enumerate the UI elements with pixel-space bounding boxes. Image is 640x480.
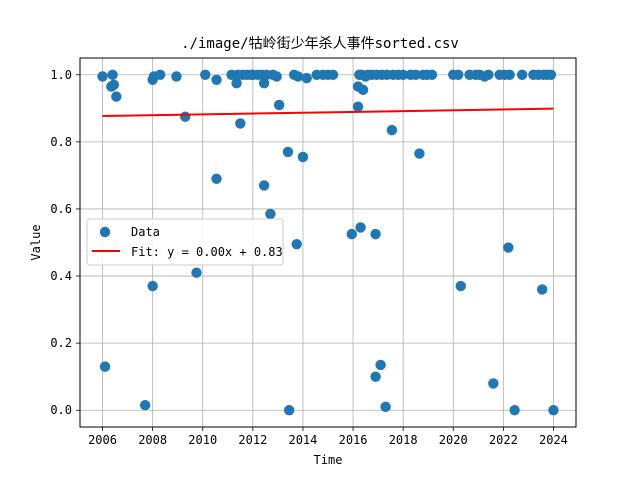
data-point: [548, 405, 559, 416]
data-point: [483, 69, 494, 80]
x-tick-label: 2014: [288, 433, 317, 447]
grid-lines: [80, 58, 576, 427]
y-tick-label: 1.0: [50, 68, 72, 82]
data-point: [410, 69, 421, 80]
data-point: [414, 148, 425, 159]
x-tick-label: 2010: [188, 433, 217, 447]
data-point: [504, 69, 515, 80]
data-point: [536, 284, 548, 295]
plot-frame: [79, 57, 577, 428]
legend-data-marker: [99, 226, 111, 238]
data-point: [352, 101, 364, 112]
data-point: [235, 118, 246, 129]
x-tick-label: 2020: [439, 433, 468, 447]
data-point: [297, 151, 309, 163]
data-point: [327, 69, 339, 80]
y-tick-label: 0.8: [50, 135, 72, 149]
x-tick-label: 2006: [88, 433, 117, 447]
x-tick-label: 2022: [489, 433, 518, 447]
chart-title: ./image/牯岭街少年杀人事件sorted.csv: [181, 36, 459, 52]
data-point: [355, 222, 366, 233]
data-point: [291, 238, 302, 250]
data-point: [346, 228, 357, 240]
data-point: [107, 69, 118, 80]
data-point: [375, 359, 386, 371]
data-point: [370, 371, 381, 382]
data-point: [265, 208, 276, 220]
data-point: [455, 280, 466, 292]
y-tick-label: 0.2: [50, 336, 72, 350]
data-point: [370, 228, 381, 240]
data-point: [282, 146, 294, 158]
fit-line: [102, 107, 554, 118]
data-point: [545, 69, 557, 80]
data-point: [99, 361, 111, 372]
data-point: [154, 69, 166, 80]
data-point: [211, 173, 222, 184]
data-point: [301, 72, 312, 84]
data-point: [292, 71, 304, 82]
data-point: [139, 399, 151, 411]
y-tick-label: 0.4: [50, 269, 72, 283]
data-point: [397, 69, 409, 80]
fit-line-group: [102, 107, 554, 118]
data-point: [380, 401, 391, 413]
data-point: [258, 180, 270, 191]
data-point: [147, 280, 158, 292]
data-point: [426, 69, 438, 80]
x-tick-label: 2016: [339, 433, 368, 447]
x-tick-label: 2024: [539, 433, 568, 447]
x-tick-label: 2018: [389, 433, 418, 447]
data-point: [516, 69, 528, 80]
data-point: [509, 405, 520, 416]
legend-data-label: Data: [131, 225, 160, 239]
legend-box: [86, 218, 284, 266]
data-point: [283, 405, 295, 416]
y-tick-label: 0.0: [50, 403, 72, 417]
data-point: [200, 69, 211, 80]
data-point: [171, 71, 182, 82]
legend-fit-label: Fit: y = 0.00x + 0.83: [131, 245, 283, 259]
data-point: [453, 69, 464, 80]
x-axis-ticks: 2006 2008 2010 2012 2014 2016 2018 2020 2022 2024: [88, 427, 568, 447]
data-point: [111, 91, 122, 102]
x-axis-label: Time: [314, 453, 343, 467]
data-point: [386, 124, 398, 136]
data-point: [503, 242, 514, 253]
x-tick-label: 2008: [138, 433, 167, 447]
y-axis-ticks: 0.0 0.2 0.4 0.6 0.8 1.0: [50, 68, 80, 417]
data-point: [180, 111, 191, 122]
data-point: [273, 99, 285, 111]
y-tick-label: 0.6: [50, 202, 72, 216]
data-point: [271, 71, 282, 82]
data-point: [191, 267, 202, 278]
data-point: [108, 79, 120, 91]
data-point: [97, 71, 108, 82]
y-axis-label: Value: [29, 224, 43, 260]
data-point: [211, 74, 222, 86]
data-point: [488, 378, 499, 389]
data-point: [258, 77, 270, 89]
legend: Data Fit: y = 0.00x + 0.83: [86, 218, 284, 266]
x-tick-label: 2012: [238, 433, 267, 447]
data-point: [231, 77, 242, 89]
data-point: [357, 84, 369, 96]
data-points: [97, 69, 559, 416]
